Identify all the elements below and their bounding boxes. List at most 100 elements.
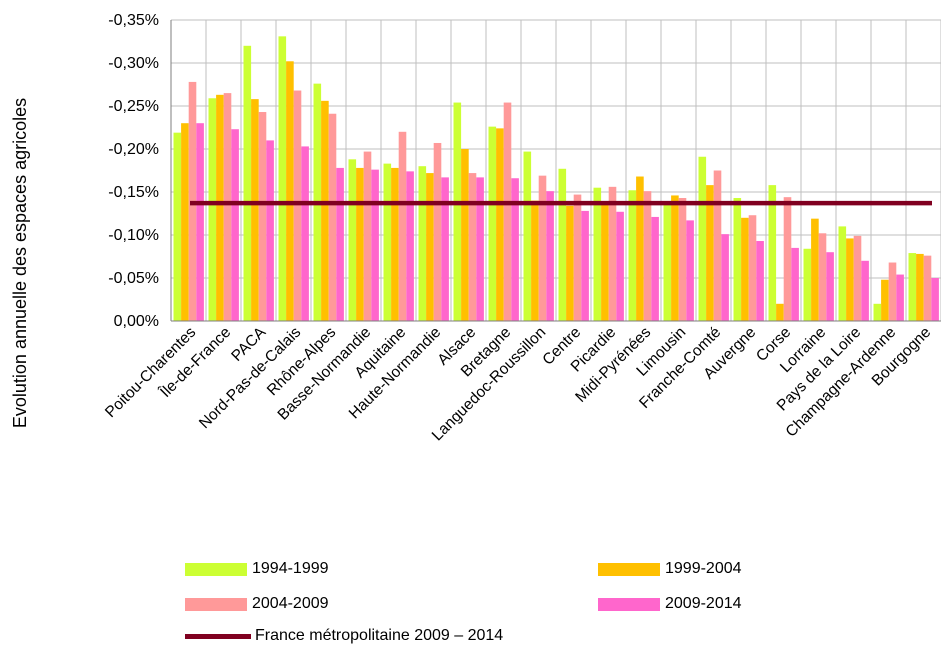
bar-1999-2004-Aquitaine	[391, 167, 399, 321]
bar-2009-2014-Nord-Pas-de-Calais	[301, 146, 309, 321]
bar-1994-1999-Picardie	[593, 187, 602, 321]
bar-1994-1999-Corse	[768, 185, 777, 321]
legend-swatch	[185, 562, 247, 576]
bar-2009-2014-Champagne-Ardenne	[896, 274, 904, 321]
legend-label: France métropolitaine 2009 – 2014	[255, 627, 504, 644]
bar-1999-2004-Auvergne	[741, 217, 749, 321]
bar-1999-2004-Bourgogne	[916, 253, 924, 321]
bar-1999-2004-Centre	[566, 205, 574, 321]
y-tick-label: -0,05%	[108, 270, 159, 287]
bar-2009-2014-Limousin	[686, 220, 694, 321]
bar-2009-2014-Picardie	[616, 211, 624, 321]
bar-2009-2014-Midi-Pyrénées	[651, 216, 659, 321]
bar-2009-2014-Île-de-France	[231, 129, 239, 321]
bar-2009-2014-Rhône-Alpes	[336, 167, 344, 321]
bar-1999-2004-Pays de la Loire	[846, 238, 854, 321]
bar-1994-1999-Languedoc-Roussillon	[523, 151, 532, 321]
bar-1999-2004-Corse	[776, 303, 784, 321]
bar-2009-2014-Bretagne	[511, 178, 519, 321]
y-tick-label: 0,00%	[114, 313, 159, 330]
gridlines	[170, 19, 941, 321]
bar-2004-2009-Centre	[573, 194, 582, 321]
bar-1999-2004-Midi-Pyrénées	[636, 176, 644, 321]
bar-2004-2009-Île-de-France	[223, 93, 232, 321]
y-tick-label: -0,35%	[108, 12, 159, 29]
bar-2009-2014-Basse-Normandie	[371, 169, 379, 321]
bar-2009-2014-Corse	[791, 247, 799, 321]
bar-1999-2004-Alsace	[461, 149, 469, 321]
bar-2004-2009-Bourgogne	[923, 255, 932, 321]
bar-2004-2009-Alsace	[468, 173, 477, 321]
legend-item-2004-2009: 2004-2009	[185, 595, 329, 613]
bar-1999-2004-Poitou-Charentes	[181, 123, 189, 321]
bar-2004-2009-Aquitaine	[398, 131, 407, 321]
bar-2009-2014-Auvergne	[756, 241, 764, 321]
bar-1994-1999-Poitou-Charentes	[173, 132, 182, 321]
legend-line-swatch	[185, 633, 251, 639]
bar-2004-2009-Nord-Pas-de-Calais	[293, 90, 302, 322]
legend-item-1994-1999: 1994-1999	[185, 560, 329, 578]
bar-2004-2009-PACA	[258, 112, 267, 322]
bar-2004-2009-Basse-Normandie	[363, 151, 372, 321]
bar-2004-2009-Languedoc-Roussillon	[538, 175, 547, 321]
legend-label: 2004-2009	[252, 595, 329, 612]
legend-item-1999-2004: 1999-2004	[598, 560, 742, 578]
legend-label: 2009-2014	[665, 595, 742, 612]
bar-1994-1999-PACA	[243, 45, 252, 322]
y-tick-labels: 0,00% -0,05% -0,10% -0,15% -0,20% -0,25% -0,30…	[108, 12, 159, 330]
bar-1994-1999-Bourgogne	[908, 253, 917, 321]
bar-2004-2009-Champagne-Ardenne	[888, 262, 897, 321]
bar-2009-2014-Pays de la Loire	[861, 260, 869, 321]
legend-swatch	[598, 562, 660, 576]
bar-1994-1999-Pays de la Loire	[838, 226, 847, 321]
bar-1994-1999-Champagne-Ardenne	[873, 303, 882, 321]
bar-2004-2009-Corse	[783, 197, 792, 321]
bar-1999-2004-Limousin	[671, 195, 679, 321]
bar-1994-1999-Midi-Pyrénées	[628, 190, 637, 321]
bar-2009-2014-Alsace	[476, 177, 484, 321]
bar-2004-2009-Franche-Comté	[713, 170, 722, 321]
bar-1999-2004-Franche-Comté	[706, 185, 714, 321]
bar-2004-2009-Rhône-Alpes	[328, 113, 337, 322]
bar-1994-1999-Bretagne	[488, 126, 497, 321]
bar-2009-2014-Poitou-Charentes	[196, 123, 204, 321]
x-tick-labels: Poitou-CharentesÎle-de-FrancePACANord-Pa…	[102, 323, 934, 444]
bar-1999-2004-Languedoc-Roussillon	[531, 200, 539, 321]
bar-1994-1999-Auvergne	[733, 198, 742, 321]
bar-2004-2009-Auvergne	[748, 215, 757, 321]
bar-2004-2009-Haute-Normandie	[433, 142, 442, 321]
bar-1994-1999-Nord-Pas-de-Calais	[278, 36, 287, 322]
y-tick-label: -0,20%	[108, 141, 159, 158]
bar-2009-2014-Lorraine	[826, 252, 834, 321]
bar-2004-2009-Lorraine	[818, 233, 827, 321]
y-tick-label: -0,30%	[108, 55, 159, 72]
bar-1999-2004-Rhône-Alpes	[321, 100, 329, 321]
bar-1994-1999-Franche-Comté	[698, 156, 707, 321]
bar-2004-2009-Pays de la Loire	[853, 235, 862, 321]
bar-2009-2014-Haute-Normandie	[441, 177, 449, 321]
y-axis-label: Evolution annuelle des espaces agricoles	[10, 98, 30, 428]
bar-2009-2014-Aquitaine	[406, 171, 414, 321]
bar-2009-2014-Franche-Comté	[721, 234, 729, 321]
bar-1994-1999-Limousin	[663, 204, 672, 321]
bar-2004-2009-Picardie	[608, 186, 617, 321]
bar-1994-1999-Île-de-France	[208, 98, 217, 321]
bar-2009-2014-PACA	[266, 140, 274, 321]
bar-1994-1999-Haute-Normandie	[418, 166, 427, 321]
legend-item-france-reference: France métropolitaine 2009 – 2014	[185, 627, 503, 645]
bar-1994-1999-Centre	[558, 168, 567, 321]
bar-1999-2004-Basse-Normandie	[356, 167, 364, 321]
bar-2009-2014-Languedoc-Roussillon	[546, 191, 554, 321]
bar-2009-2014-Centre	[581, 210, 589, 321]
y-tick-label: -0,10%	[108, 227, 159, 244]
y-tick-label: -0,25%	[108, 98, 159, 115]
bar-1999-2004-Nord-Pas-de-Calais	[286, 61, 294, 321]
legend-item-2009-2014: 2009-2014	[598, 595, 742, 613]
bar-1999-2004-PACA	[251, 99, 259, 322]
legend-label: 1994-1999	[252, 560, 329, 577]
bar-1999-2004-Haute-Normandie	[426, 173, 434, 321]
bar-1994-1999-Basse-Normandie	[348, 159, 357, 321]
bar-1999-2004-Champagne-Ardenne	[881, 279, 889, 321]
legend-swatch	[598, 597, 660, 611]
